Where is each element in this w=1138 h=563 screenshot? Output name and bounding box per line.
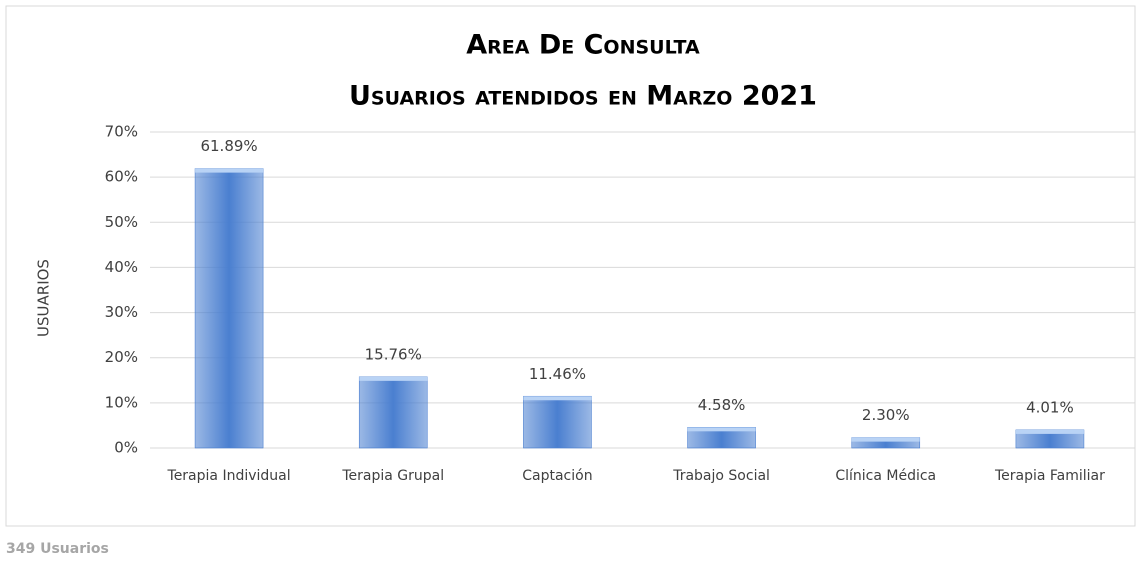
y-tick-label: 20% xyxy=(105,348,138,366)
bar xyxy=(523,395,592,449)
data-label: 2.30% xyxy=(862,406,910,424)
data-label: 61.89% xyxy=(200,137,257,155)
bar-cap xyxy=(523,396,592,401)
y-tick-label: 10% xyxy=(105,393,138,411)
y-tick-label: 40% xyxy=(105,258,138,276)
y-tick-label: 70% xyxy=(105,123,138,141)
data-label: 15.76% xyxy=(365,345,422,363)
x-tick-label: Terapia Familiar xyxy=(994,468,1105,484)
x-tick-label: Clínica Médica xyxy=(835,468,936,484)
bar xyxy=(194,168,264,449)
y-tick-label: 30% xyxy=(105,303,138,321)
bar-cap xyxy=(359,376,428,381)
y-axis-label: USUARIOS xyxy=(35,259,53,337)
bar xyxy=(358,376,428,449)
bar-cap xyxy=(687,427,756,432)
y-tick-label: 50% xyxy=(105,213,138,231)
x-tick-label: Trabajo Social xyxy=(672,468,770,484)
bar-cap xyxy=(851,437,920,442)
x-tick-label: Terapia Grupal xyxy=(341,468,444,484)
chart-title: Area De Consulta xyxy=(466,30,700,61)
y-tick-label: 60% xyxy=(105,168,138,186)
x-tick-label: Captación xyxy=(522,468,592,484)
x-tick-label: Terapia Individual xyxy=(167,468,291,484)
data-label: 4.58% xyxy=(698,396,746,414)
footnote: 349 Usuarios xyxy=(6,541,109,557)
data-label: 11.46% xyxy=(529,365,586,383)
bar-cap xyxy=(1015,429,1084,434)
y-tick-label: 0% xyxy=(114,439,138,457)
chart-border xyxy=(5,5,1136,527)
data-label: 4.01% xyxy=(1026,398,1074,416)
bar-cap xyxy=(195,168,264,173)
chart-subtitle: Usuarios atendidos en Marzo 2021 xyxy=(349,81,817,112)
